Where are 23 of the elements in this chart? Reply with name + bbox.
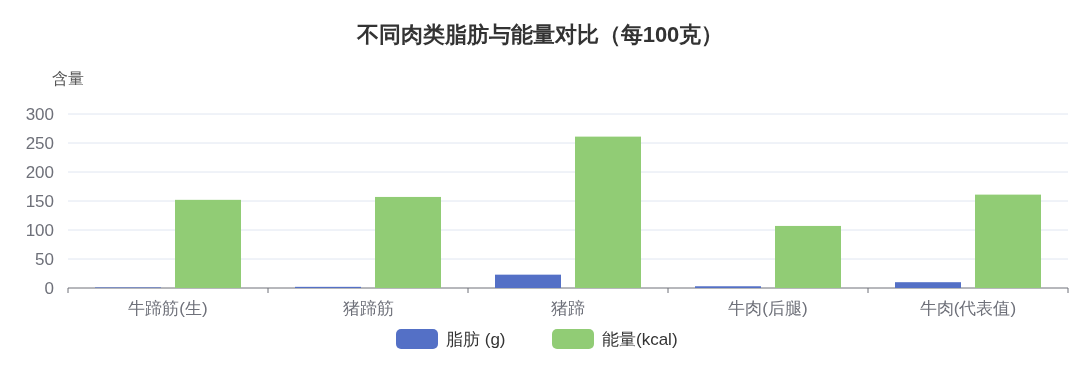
bar xyxy=(895,282,961,288)
legend-label: 脂肪 (g) xyxy=(446,330,506,349)
bar xyxy=(775,225,841,288)
x-tick-label: 牛肉(后腿) xyxy=(728,299,808,318)
y-tick-label: 250 xyxy=(25,134,54,153)
bar xyxy=(375,196,441,288)
chart-title: 不同肉类脂肪与能量对比（每100克） xyxy=(355,22,724,47)
legend-label: 能量(kcal) xyxy=(602,330,678,349)
bar xyxy=(495,274,561,288)
bar xyxy=(975,194,1041,288)
x-tick-label: 猪蹄 xyxy=(551,299,585,318)
y-tick-label: 200 xyxy=(25,163,54,182)
y-tick-label: 150 xyxy=(25,192,54,211)
y-tick-label: 300 xyxy=(25,105,54,124)
y-tick-label: 0 xyxy=(44,279,54,298)
x-tick-label: 猪蹄筋 xyxy=(342,299,394,318)
y-tick-label: 100 xyxy=(25,221,54,240)
x-tick-label: 牛肉(代表值) xyxy=(919,299,1017,318)
y-tick-label: 50 xyxy=(35,250,54,269)
bar xyxy=(575,136,641,288)
x-tick-label: 牛蹄筋(生) xyxy=(128,299,208,318)
bar xyxy=(175,199,241,288)
y-axis-title: 含量 xyxy=(52,70,84,87)
